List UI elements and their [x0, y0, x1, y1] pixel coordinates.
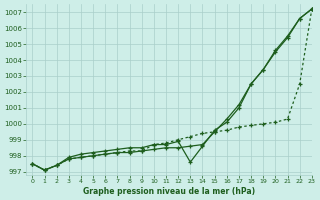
X-axis label: Graphe pression niveau de la mer (hPa): Graphe pression niveau de la mer (hPa) — [83, 187, 255, 196]
